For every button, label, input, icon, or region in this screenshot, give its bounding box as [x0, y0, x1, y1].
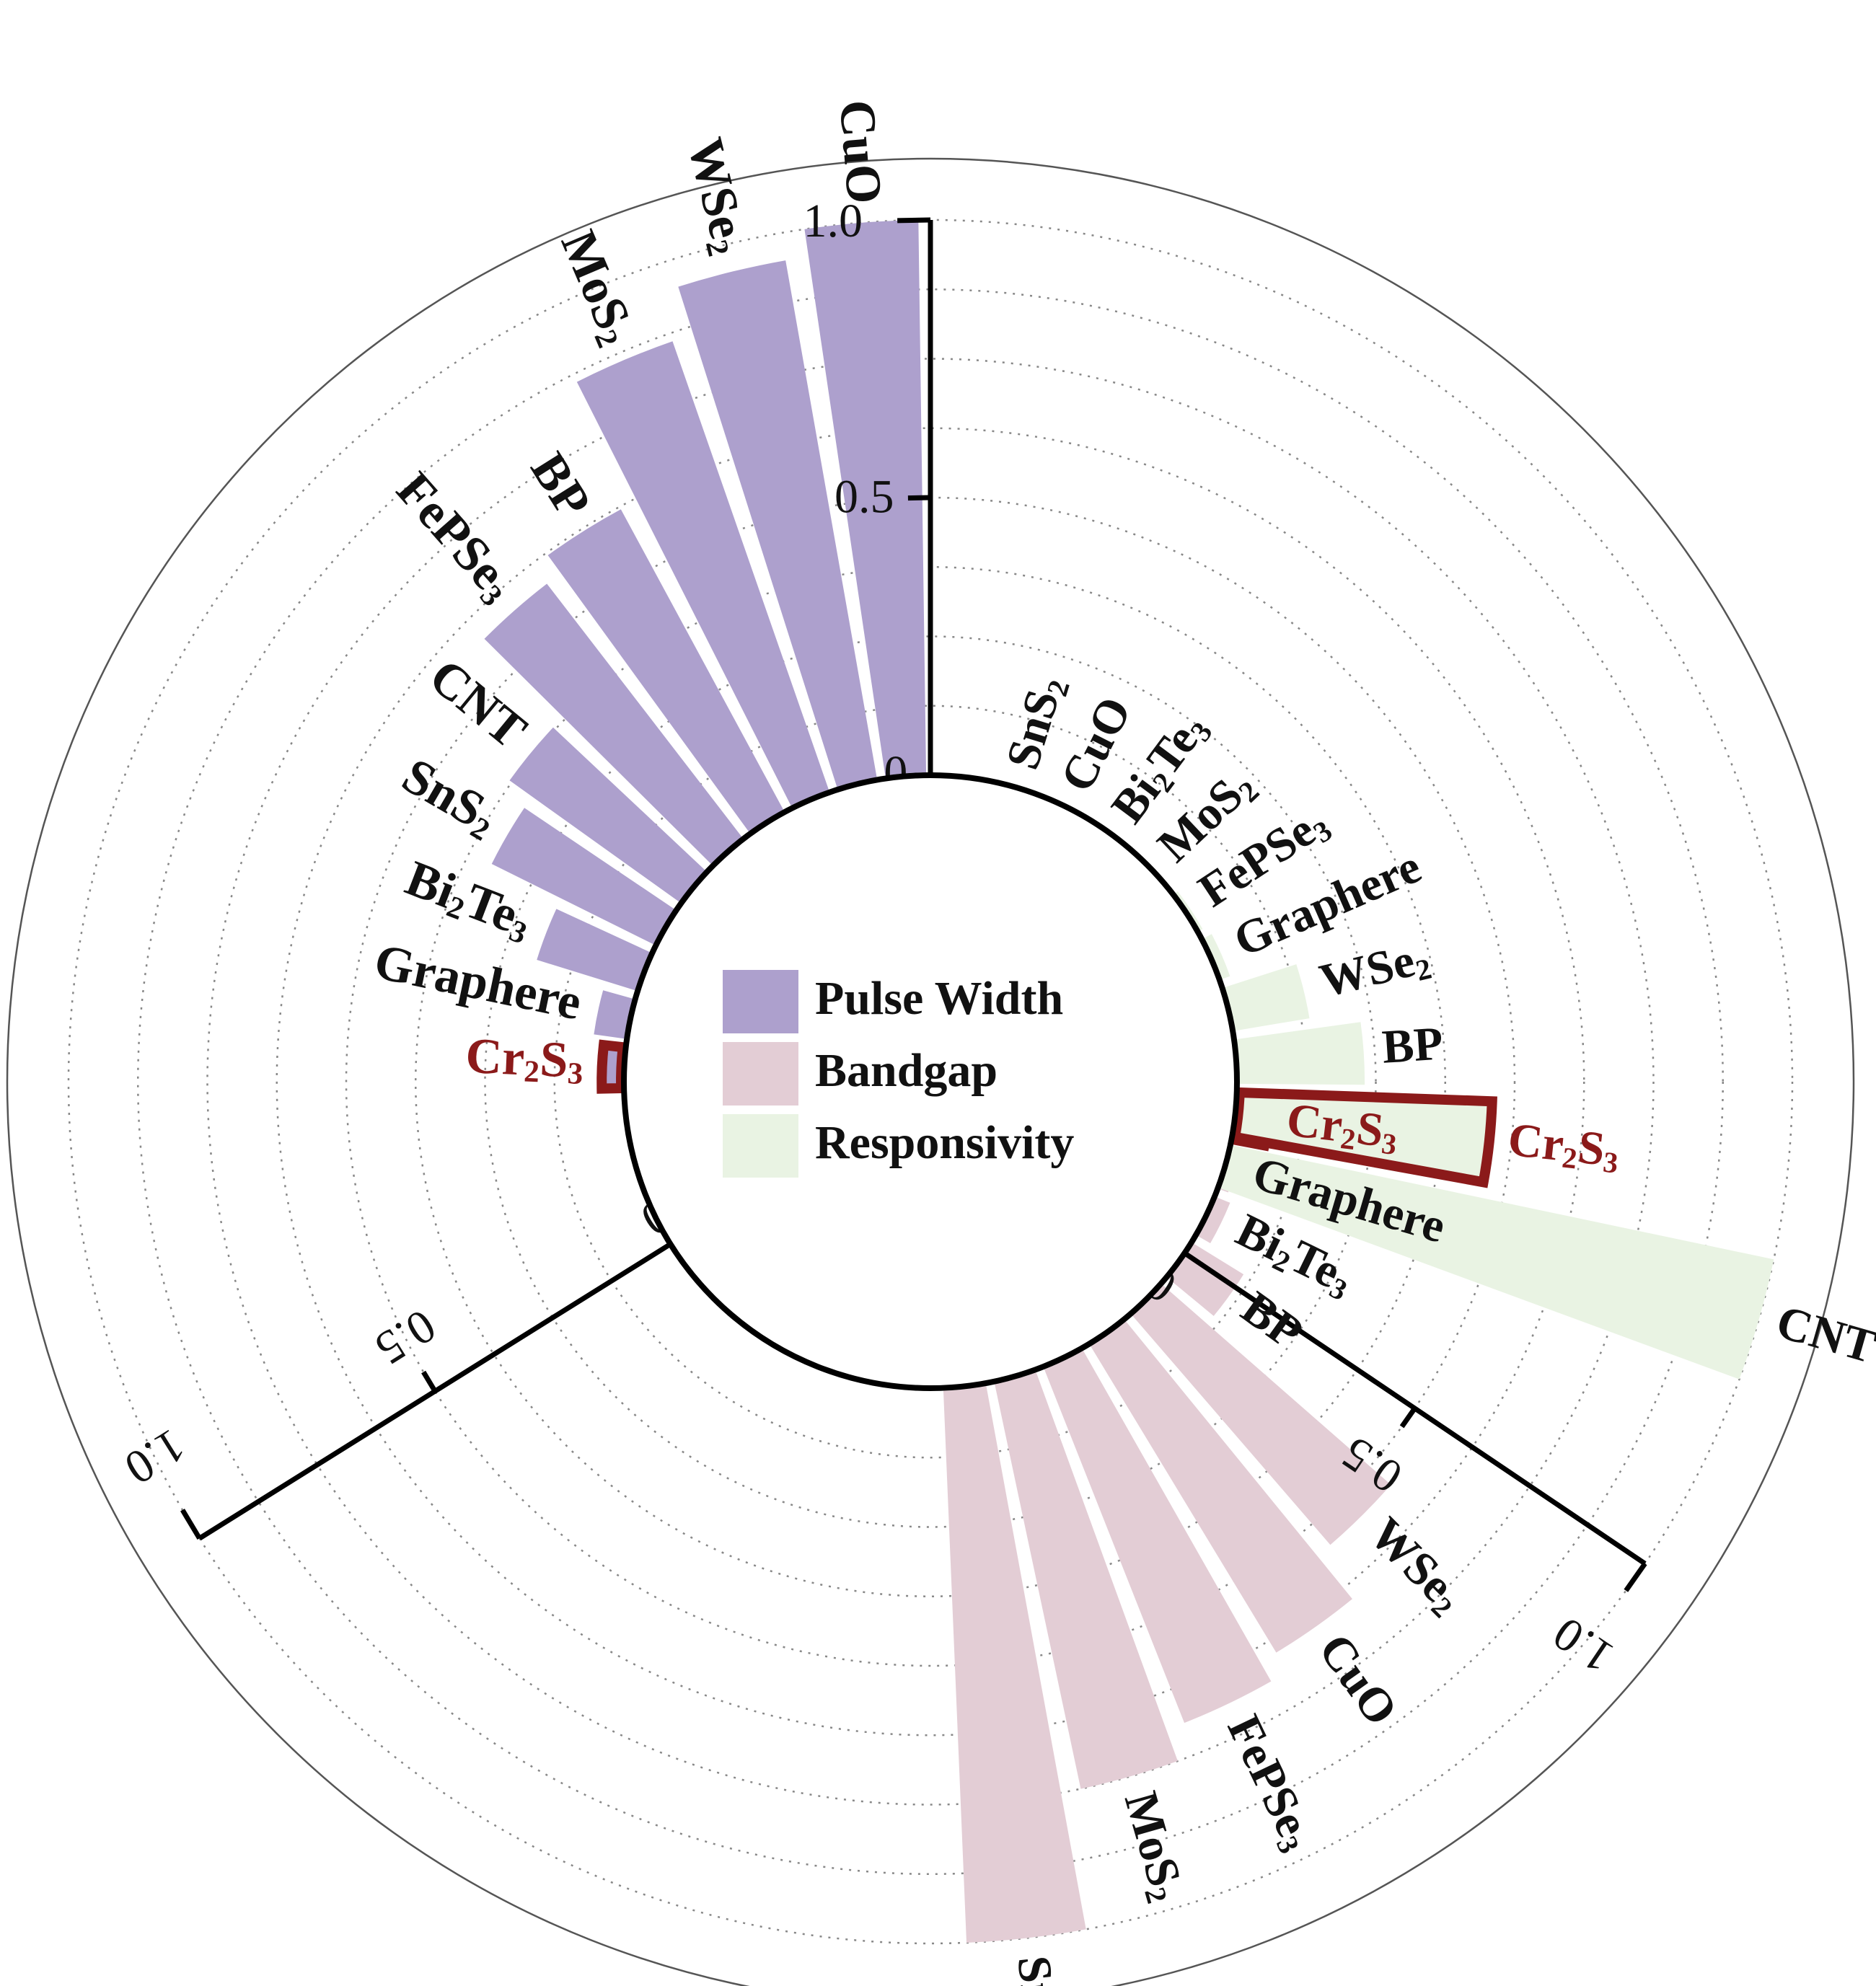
label-bandgap-wse2: WSe2: [1357, 1507, 1474, 1624]
axis-tick-bandgap-2: [180, 1509, 202, 1540]
bars-layer: [484, 220, 1774, 1943]
bar-pulse-width-wse2: [678, 260, 877, 787]
label-pulse-width-bp: BP: [519, 443, 601, 528]
grid-circle-6: [137, 288, 1724, 1875]
axis-tick-bandgap-1: [421, 1370, 438, 1393]
label-pulse-width-wse2: WSe2: [675, 133, 759, 260]
label-responsivity-wse2: WSe2: [1315, 930, 1435, 1010]
bar-bandgap-bp: [1168, 1243, 1244, 1316]
tick-label-pulse-width-1: 0.5: [834, 470, 894, 523]
bar-pulse-width-cnt: [509, 727, 705, 902]
axis-tick-responsivity-1: [1399, 1406, 1417, 1429]
label-pulse-width-cuo: CuO: [829, 98, 892, 206]
bar-responsivity-wse2: [1225, 964, 1310, 1031]
tick-label-pulse-width-2: 1.0: [803, 195, 863, 247]
tick-label-bandgap-2: 1.0: [115, 1418, 194, 1495]
axis-tick-pulse-width-2: [897, 217, 931, 224]
label-pulse-width-cr2s3: Cr2S3: [464, 1028, 585, 1091]
label-bandgap-cuo: CuO: [1308, 1625, 1408, 1735]
legend-label-responsivity: Responsivity: [815, 1116, 1074, 1169]
label-responsivity-cnt: CNT: [1771, 1295, 1876, 1374]
bar-bandgap-wse2: [1132, 1285, 1391, 1545]
bar-responsivity-graphere: [1204, 934, 1230, 979]
label-responsivity-cr2s3: Cr2S3: [1505, 1113, 1622, 1180]
bar-bandgap-sns2: [943, 1385, 1086, 1943]
tick-label-responsivity-2: 1.0: [1544, 1607, 1623, 1684]
grid-circle-4: [276, 427, 1585, 1736]
legend-swatch-pulse-width: [723, 970, 798, 1033]
bar-pulse-width-sns2: [491, 808, 674, 945]
bar-responsivity-bp: [1236, 1022, 1365, 1085]
legend-swatch-responsivity: [723, 1114, 798, 1178]
bar-pulse-width-fepse3: [484, 583, 742, 864]
label-responsivity-bp: BP: [1380, 1018, 1445, 1074]
axis-tick-responsivity-2: [1624, 1562, 1647, 1592]
axis-line-responsivity: [1183, 1250, 1647, 1566]
label-pulse-width-fepse3: FePSe3: [384, 462, 527, 613]
bar-pulse-width-bp: [547, 509, 783, 831]
grid-circle-1: [484, 635, 1377, 1528]
label-bandgap-sns2: SnS2: [1005, 1954, 1070, 1986]
bar-bandgap-cuo: [1091, 1321, 1352, 1653]
label-bandgap-mos2: MoS2: [1111, 1786, 1194, 1907]
legend-swatch-bandgap: [723, 1042, 798, 1105]
grid-circle-5: [206, 358, 1655, 1806]
bar-pulse-width-cr2s3: [596, 1039, 629, 1094]
grid-circle-2: [415, 566, 1446, 1597]
bar-pulse-width-bi2te3: [537, 909, 650, 991]
label-pulse-width-sns2: SnS2: [392, 748, 508, 848]
label-bandgap-cr2s3: Cr2S3: [1284, 1093, 1401, 1161]
label-bandgap-fepse3: FePSe3: [1215, 1707, 1326, 1858]
bar-bandgap-mos2: [995, 1372, 1178, 1789]
bar-pulse-width-graphere: [594, 990, 633, 1039]
bar-bandgap-fepse3: [1044, 1351, 1272, 1724]
outer-ring: [6, 158, 1854, 1986]
legend-label-pulse-width: Pulse Width: [815, 972, 1063, 1025]
legend-label-bandgap: Bandgap: [815, 1044, 998, 1097]
bar-bandgap-bi2te3: [1198, 1197, 1230, 1244]
legend: Pulse Width Bandgap Responsivity: [723, 970, 1074, 1178]
bar-pulse-width-mos2: [576, 341, 829, 806]
bar-responsivity-cnt: [1220, 1145, 1774, 1380]
axes-layer: 00.51.000.51.000.51.0: [115, 195, 1647, 1684]
tick-label-bandgap-1: 0.5: [366, 1299, 445, 1375]
inner-hub-circle: [621, 772, 1240, 1391]
bar-responsivity-fepse3: [1175, 891, 1203, 931]
label-pulse-width-mos2: MoS2: [548, 223, 647, 353]
bar-pulse-width-cuo: [804, 220, 927, 776]
